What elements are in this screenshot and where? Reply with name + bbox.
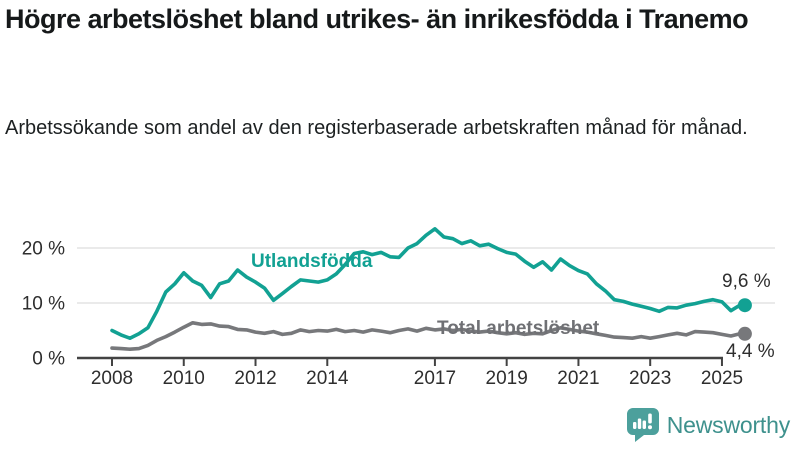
x-axis-label-2010: 2010 xyxy=(163,368,205,389)
line-series-1 xyxy=(110,320,742,352)
x-axis-label-2023: 2023 xyxy=(629,368,671,389)
bar-chart-speech-bubble-icon xyxy=(626,408,659,442)
x-axis-label-2014: 2014 xyxy=(306,368,349,389)
x-axis-label-2025: 2025 xyxy=(701,368,743,389)
line-series-0 xyxy=(110,227,742,341)
x-axis-label-2021: 2021 xyxy=(557,368,599,389)
end-dot-series-1 xyxy=(737,326,752,341)
x-axis-label-2017: 2017 xyxy=(414,368,456,389)
x-axis-label-2008: 2008 xyxy=(91,368,133,389)
x-axis-label-2012: 2012 xyxy=(234,368,276,389)
series-label-total-arbetsloshet: Total arbetslöshet xyxy=(437,318,600,339)
y-axis-label-10: 10 % xyxy=(22,294,65,315)
x-axis-label-2019: 2019 xyxy=(486,368,528,389)
newsworthy-logo: Newsworthy xyxy=(626,407,790,443)
end-value-label-total: 4,4 % xyxy=(723,341,778,363)
end-value-label-utlandsfodda: 9,6 % xyxy=(722,271,771,292)
page-title: Högre arbetslöshet bland utrikes- än inr… xyxy=(5,4,749,34)
brand-name: Newsworthy xyxy=(666,411,790,438)
y-axis-label-0: 0 % xyxy=(32,349,65,370)
end-dot-series-0 xyxy=(737,298,752,313)
page-subtitle: Arbetssökande som andel av den registerb… xyxy=(5,117,748,139)
y-axis-label-20: 20 % xyxy=(22,239,65,260)
series-label-utlandsfodda: Utlandsfödda xyxy=(251,251,373,272)
